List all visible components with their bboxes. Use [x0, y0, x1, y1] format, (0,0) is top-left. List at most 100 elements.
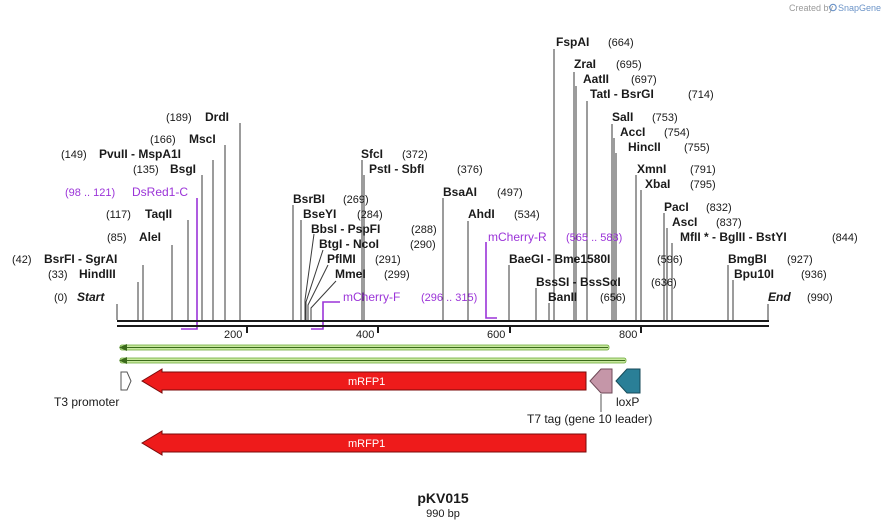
- site-label-mmei: MmeI: [335, 267, 366, 281]
- primer-range: (296 .. 315): [421, 292, 477, 304]
- site-label-pflmi: PflMI: [327, 252, 356, 266]
- credit-brand: SnapGene: [838, 3, 881, 13]
- site-label-psti: PstI - SbfI: [369, 162, 424, 176]
- site-pos: (189): [166, 112, 192, 124]
- site-label-drdi: DrdI: [205, 110, 229, 124]
- primer-label-dsred1-c: DsRed1-C: [132, 185, 188, 199]
- site-pos: (42): [12, 254, 32, 266]
- site-pos: (117): [106, 209, 131, 221]
- site-pos: (497): [497, 187, 523, 199]
- site-pos: (714): [688, 89, 714, 101]
- site-label-bpu10i: Bpu10I: [734, 267, 774, 281]
- site-leader-lines: [116, 49, 769, 320]
- site-pos: (149): [61, 149, 87, 161]
- site-pos: (755): [684, 142, 710, 154]
- features: [120, 368, 641, 456]
- site-pos: (284): [357, 209, 383, 221]
- site-label-bsaai: BsaAI: [443, 185, 477, 199]
- tick-label: 400: [356, 329, 374, 341]
- btgi-line: [305, 249, 324, 320]
- backbone-bottom-strand: [117, 325, 769, 327]
- orf-arrows: [119, 344, 627, 364]
- site-pos: (269): [343, 194, 369, 206]
- site-label-acci: AccI: [620, 125, 645, 139]
- primer-range: (98 .. 121): [65, 187, 115, 199]
- primer-range: (565 .. 583): [566, 232, 622, 244]
- backbone-top-strand: [117, 320, 769, 322]
- site-label-bbsi: BbsI - PspFI: [311, 222, 380, 236]
- mrfp1-translation-arrow[interactable]: [141, 430, 587, 456]
- start-pos: (0): [54, 292, 67, 304]
- site-pos: (288): [411, 224, 437, 236]
- site-label-zrai: ZraI: [574, 57, 596, 71]
- mrfp1-feature-arrow[interactable]: [141, 368, 587, 394]
- site-label-fspai: FspAI: [556, 35, 589, 49]
- site-pos: (832): [706, 202, 732, 214]
- site-pos: (372): [402, 149, 428, 161]
- feature-label-mrfp1-translation: mRFP1: [348, 438, 385, 450]
- site-label-msci: MscI: [189, 132, 216, 146]
- site-pos: (844): [832, 232, 858, 244]
- pflmi-line: [307, 264, 329, 320]
- site-label-bsrfi: BsrFI - SgrAI: [44, 252, 117, 266]
- site-label-btgi: BtgI - NcoI: [319, 237, 379, 251]
- site-label-xbai: XbaI: [645, 177, 670, 191]
- site-pos: (166): [150, 134, 176, 146]
- site-labels-left: (33) HindIII (42) BsrFI - SgrAI (85) Ale…: [12, 110, 229, 281]
- sequence-backbone: [117, 320, 769, 333]
- mcherry-r-primer-line: [485, 242, 497, 319]
- site-pos: (753): [652, 112, 678, 124]
- loxp-arrow[interactable]: [615, 368, 641, 394]
- site-pos: (795): [690, 179, 716, 191]
- site-pos: (754): [664, 127, 690, 139]
- t7-tag-arrow[interactable]: [589, 368, 613, 394]
- primer-label-mcherry-f: mCherry-F: [343, 290, 400, 304]
- site-label-bseyi: BseYI: [303, 207, 336, 221]
- tick-label: 600: [487, 329, 505, 341]
- orf-arrowhead-icon: [119, 357, 127, 364]
- site-label-alei: AleI: [139, 230, 161, 244]
- credit-prefix: Created by: [789, 3, 834, 13]
- start-label: Start: [77, 290, 105, 304]
- site-label-sali: SalI: [612, 110, 633, 124]
- end-label: End: [768, 290, 791, 304]
- site-pos: (697): [631, 74, 657, 86]
- site-label-bmgbi: BmgBI: [728, 252, 767, 266]
- site-pos: (85): [107, 232, 127, 244]
- feature-label-mrfp1: mRFP1: [348, 376, 385, 388]
- site-label-sfci: SfcI: [361, 147, 383, 161]
- site-pos: (33): [48, 269, 68, 281]
- primer-markers: [181, 198, 497, 330]
- start-end-labels: (0) Start End (990): [54, 290, 833, 304]
- feature-label-loxp: loxP: [616, 395, 639, 409]
- dsred1-c-primer-line: [181, 198, 198, 330]
- site-pos: (936): [801, 269, 827, 281]
- site-label-taqii: TaqII: [145, 207, 172, 221]
- plasmid-length: 990 bp: [426, 508, 460, 520]
- site-label-bsgi: BsgI: [170, 162, 196, 176]
- snapgene-logo-icon: [829, 3, 837, 12]
- site-label-ahdi: AhdI: [468, 207, 495, 221]
- site-pos: (636): [651, 277, 677, 289]
- site-label-bsssi: BssSI - BssSαI: [536, 275, 621, 289]
- site-pos: (837): [716, 217, 742, 229]
- plasmid-title: pKV015: [417, 490, 469, 506]
- site-label-bsrbi: BsrBI: [293, 192, 325, 206]
- site-pos: (596): [657, 254, 683, 266]
- site-label-hincii: HincII: [628, 140, 661, 154]
- site-pos: (664): [608, 37, 634, 49]
- tick-label: 800: [619, 329, 637, 341]
- site-label-xmni: XmnI: [637, 162, 666, 176]
- site-label-mfli: MfII * - BglII - BstYI: [680, 230, 787, 244]
- bbsi-line: [304, 233, 315, 320]
- t3-promoter-arrow[interactable]: [120, 371, 132, 391]
- site-pos: (791): [690, 164, 716, 176]
- site-pos: (290): [410, 239, 436, 251]
- mcherry-f-primer-line: [311, 301, 340, 330]
- site-label-aatii: AatII: [583, 72, 609, 86]
- site-label-tati: TatI - BsrGI: [590, 87, 654, 101]
- mmei-line: [310, 280, 337, 320]
- site-labels-right: BsrBI (269) BseYI (284) BbsI - PspFI (28…: [293, 35, 858, 304]
- primer-labels: (98 .. 121) DsRed1-C mCherry-F (296 .. 3…: [65, 185, 622, 304]
